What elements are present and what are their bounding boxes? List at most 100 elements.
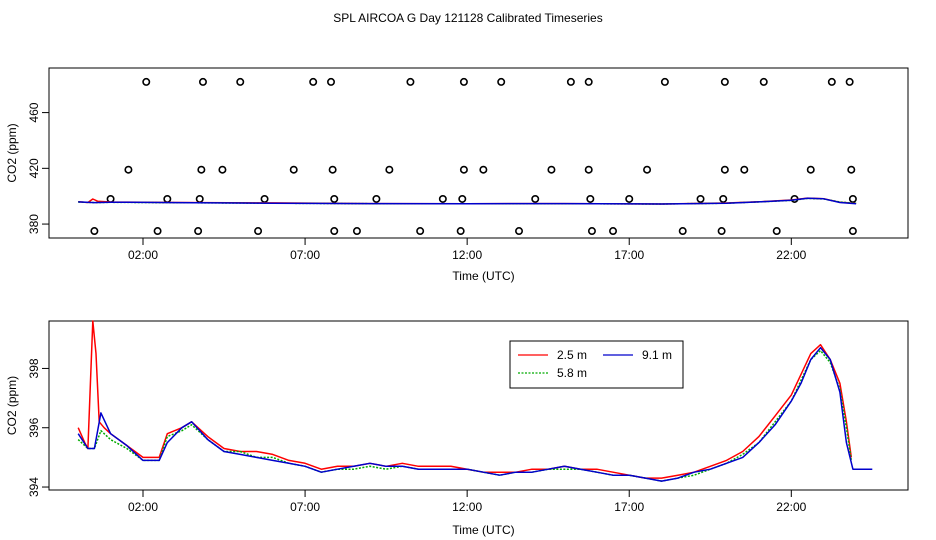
top-marker-point — [566, 77, 575, 86]
legend-label-2-5m: 2.5 m — [557, 348, 587, 362]
top-marker-point — [372, 194, 381, 203]
bottom-x-axis-label: Time (UTC) — [452, 523, 514, 537]
top-x-axis: 02:00 07:00 12:00 17:00 22:00 — [128, 238, 807, 262]
top-marker-point — [416, 227, 425, 236]
bottom-panel: 02:00 07:00 12:00 17:00 22:00 394 396 398 Time… — [5, 320, 909, 537]
legend-box — [509, 340, 684, 389]
bottom-y-tick-label-394: 394 — [27, 477, 41, 497]
top-marker-point — [197, 165, 206, 174]
top-marker-point — [456, 227, 465, 236]
top-x-tick-label-22-00: 22:00 — [776, 248, 806, 262]
top-marker-point — [458, 194, 467, 203]
top-marker-point — [678, 227, 687, 236]
top-marker-point — [479, 165, 488, 174]
top-marker-point — [759, 77, 768, 86]
bottom-series-line-5-8-m — [77, 349, 853, 482]
top-marker-point — [847, 165, 856, 174]
bottom-x-tick-label-02-00: 02:00 — [128, 500, 158, 514]
top-marker-point — [584, 165, 593, 174]
bottom-series-line-2-5-m — [77, 320, 853, 479]
top-marker-point — [254, 227, 263, 236]
top-marker-point — [547, 165, 556, 174]
top-marker-layer — [90, 77, 857, 236]
top-marker-point — [438, 194, 447, 203]
top-marker-point — [236, 77, 245, 86]
top-x-tick-label-02-00: 02:00 — [128, 248, 158, 262]
top-marker-point — [720, 165, 729, 174]
top-marker-point — [163, 194, 172, 203]
bottom-x-tick-label-22-00: 22:00 — [776, 500, 806, 514]
top-series-layer — [78, 197, 857, 205]
top-marker-point — [497, 77, 506, 86]
legend: 2.5 m 5.8 m 9.1 m — [509, 340, 684, 389]
bottom-x-tick-label-17-00: 17:00 — [614, 500, 644, 514]
bottom-x-tick-label-12-00: 12:00 — [452, 500, 482, 514]
top-marker-point — [327, 77, 336, 86]
top-marker-point — [330, 194, 339, 203]
top-marker-point — [289, 165, 298, 174]
top-marker-point — [385, 165, 394, 174]
top-marker-point — [806, 165, 815, 174]
top-series-line-9-1-m — [78, 197, 857, 205]
bottom-x-tick-label-07-00: 07:00 — [290, 500, 320, 514]
bottom-y-axis-label: CO2 (ppm) — [5, 376, 19, 435]
top-x-tick-label-17-00: 17:00 — [614, 248, 644, 262]
top-marker-point — [848, 194, 857, 203]
top-marker-point — [330, 227, 339, 236]
top-y-tick-label-420: 420 — [27, 158, 41, 178]
top-marker-point — [643, 165, 652, 174]
top-marker-point — [194, 227, 203, 236]
bottom-y-tick-label-398: 398 — [27, 358, 41, 378]
top-marker-point — [660, 77, 669, 86]
bottom-series-layer — [77, 320, 873, 482]
top-marker-point — [260, 194, 269, 203]
legend-label-9-1m: 9.1 m — [642, 348, 672, 362]
top-y-axis: 380 420 460 — [27, 102, 49, 234]
top-marker-point — [352, 227, 361, 236]
top-marker-point — [740, 165, 749, 174]
top-marker-point — [717, 227, 726, 236]
top-marker-point — [772, 227, 781, 236]
top-marker-point — [609, 227, 618, 236]
top-marker-point — [719, 194, 728, 203]
bottom-y-tick-label-396: 396 — [27, 417, 41, 437]
bottom-y-axis: 394 396 398 — [27, 358, 49, 497]
top-y-axis-label: CO2 (ppm) — [5, 123, 19, 182]
top-marker-point — [720, 77, 729, 86]
top-marker-point — [845, 77, 854, 86]
bottom-x-axis: 02:00 07:00 12:00 17:00 22:00 — [128, 490, 807, 514]
top-marker-point — [827, 77, 836, 86]
top-marker-point — [848, 227, 857, 236]
top-marker-point — [309, 77, 318, 86]
bottom-plot-frame — [48, 320, 909, 491]
top-x-axis-label: Time (UTC) — [452, 269, 514, 283]
top-x-tick-label-07-00: 07:00 — [290, 248, 320, 262]
bottom-series-line-9-1-m — [77, 346, 873, 482]
top-plot-frame — [48, 67, 909, 239]
top-x-tick-label-12-00: 12:00 — [452, 248, 482, 262]
top-marker-point — [586, 194, 595, 203]
top-marker-point — [584, 77, 593, 86]
top-marker-point — [90, 227, 99, 236]
top-y-tick-label-380: 380 — [27, 214, 41, 234]
top-marker-point — [696, 194, 705, 203]
top-marker-point — [153, 227, 162, 236]
top-marker-point — [218, 165, 227, 174]
page-title: SPL AIRCOA G Day 121128 Calibrated Times… — [333, 11, 602, 25]
legend-label-5-8m: 5.8 m — [557, 366, 587, 380]
top-marker-point — [459, 77, 468, 86]
top-marker-point — [195, 194, 204, 203]
top-marker-point — [625, 194, 634, 203]
top-marker-point — [328, 165, 337, 174]
top-marker-point — [124, 165, 133, 174]
top-marker-point — [531, 194, 540, 203]
top-marker-point — [406, 77, 415, 86]
top-marker-point — [459, 165, 468, 174]
top-marker-point — [142, 77, 151, 86]
top-panel: 02:00 07:00 12:00 17:00 22:00 380 420 460 Time… — [5, 67, 909, 283]
top-marker-point — [198, 77, 207, 86]
top-marker-point — [515, 227, 524, 236]
top-y-tick-label-460: 460 — [27, 102, 41, 122]
top-marker-point — [587, 227, 596, 236]
